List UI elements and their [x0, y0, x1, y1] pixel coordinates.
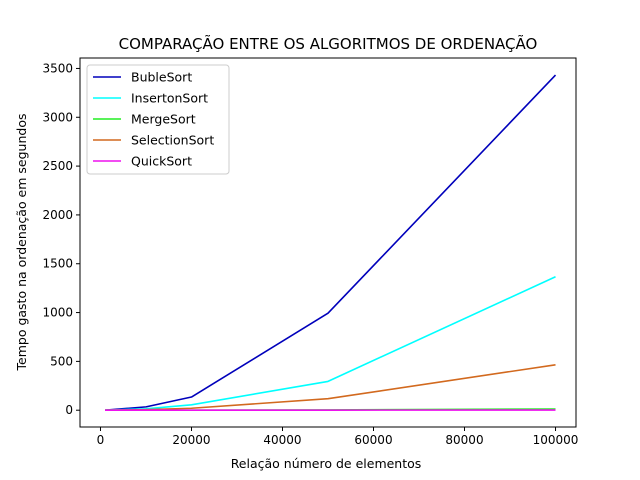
legend-label-bublesort: BubleSort [131, 70, 192, 85]
legend-label-insertonsort: InsertonSort [131, 91, 208, 106]
x-tick-label: 20000 [172, 433, 210, 447]
y-tick-label: 0 [65, 403, 73, 417]
y-tick-label: 3500 [42, 61, 73, 75]
y-axis-label: Tempo gasto na ordenação em segundos [14, 114, 29, 372]
x-tick-label: 100000 [533, 433, 579, 447]
plot-frame [79, 57, 577, 428]
legend-label-quicksort: QuickSort [131, 154, 192, 169]
x-tick-label: 40000 [263, 433, 301, 447]
y-tick-label: 1500 [42, 257, 73, 271]
legend-label-mergesort: MergeSort [131, 112, 196, 127]
plot-lines [104, 74, 557, 412]
y-tick-label: 1000 [42, 306, 73, 320]
y-tick-label: 3000 [42, 110, 73, 124]
x-tick-label: 0 [97, 433, 105, 447]
y-tick-label: 2000 [42, 208, 73, 222]
y-tick-label: 2500 [42, 159, 73, 173]
y-tick-label: 500 [50, 354, 73, 368]
chart-title: COMPARAÇÃO ENTRE OS ALGORITMOS DE ORDENA… [119, 34, 538, 53]
y-axis-ticks: 0 500 1000 1500 2000 2500 3000 3500 [42, 61, 80, 417]
x-tick-label: 80000 [445, 433, 483, 447]
series-line-bublesort [104, 74, 557, 411]
x-axis-ticks: 0 20000 40000 60000 80000 100000 [97, 427, 579, 447]
legend-box [86, 64, 230, 175]
legend: BubleSort InsertonSort MergeSort SelectionS… [86, 64, 230, 175]
x-axis-label: Relação número de elementos [231, 456, 422, 471]
x-tick-label: 60000 [354, 433, 392, 447]
legend-label-selectionsort: SelectionSort [131, 133, 214, 148]
